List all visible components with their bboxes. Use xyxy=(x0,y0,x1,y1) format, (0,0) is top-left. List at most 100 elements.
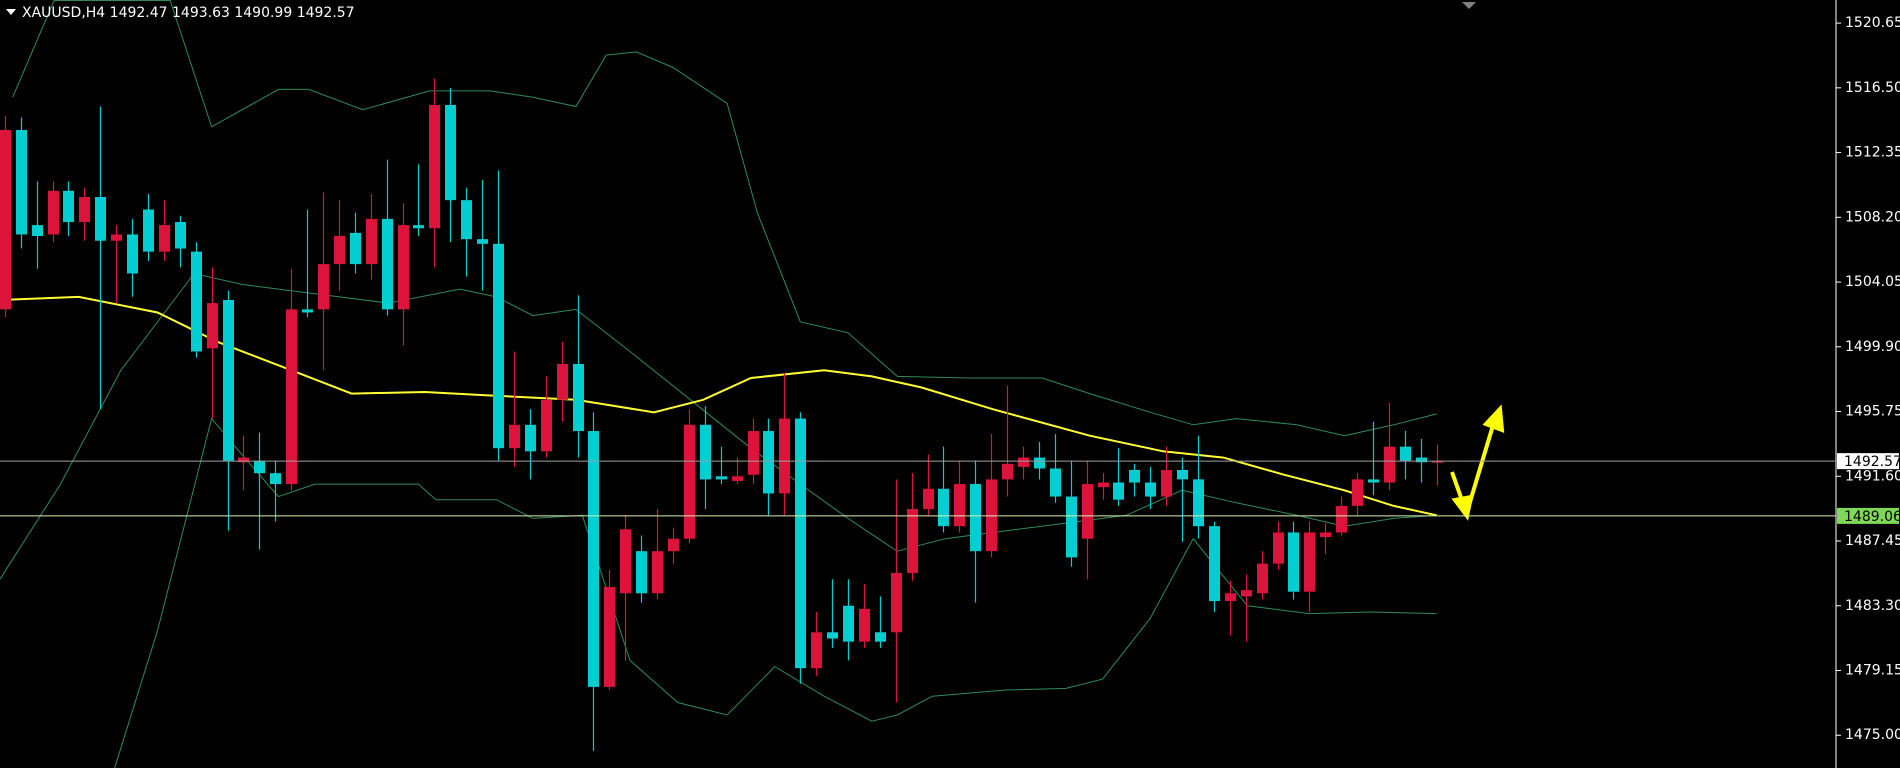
candle-body xyxy=(1018,457,1029,467)
candle-body xyxy=(763,431,774,494)
candle-body xyxy=(875,632,886,642)
candle-body xyxy=(334,236,345,265)
candle-body xyxy=(143,209,154,252)
candle-body xyxy=(954,484,965,527)
candle-body xyxy=(1113,482,1124,500)
candle-body xyxy=(175,221,186,249)
candle-body xyxy=(477,239,488,244)
candle-body xyxy=(970,484,981,552)
candle-body xyxy=(366,218,377,265)
candle-body xyxy=(700,424,711,480)
candle-body xyxy=(1336,505,1347,533)
candle-body xyxy=(1098,482,1109,488)
candle-body xyxy=(588,431,599,687)
y-tick-label: 1479.15 xyxy=(1845,662,1900,678)
y-tick-label: 1483.30 xyxy=(1845,598,1900,614)
candle-body xyxy=(1225,593,1236,602)
y-tick-label: 1491.60 xyxy=(1845,468,1900,484)
candle-body xyxy=(111,234,122,241)
candle-body xyxy=(652,551,663,594)
candle-body xyxy=(1352,479,1363,506)
candle-body xyxy=(573,363,584,432)
price-label-box xyxy=(1837,507,1899,524)
candle-body xyxy=(413,225,424,229)
indicator-line xyxy=(114,417,1437,768)
candle-body xyxy=(732,476,743,481)
candle-body xyxy=(223,299,234,461)
candle-body xyxy=(668,538,679,552)
candle-body xyxy=(63,190,74,222)
candle-body xyxy=(1066,496,1077,558)
indicator-line xyxy=(12,0,1437,437)
candle-body xyxy=(1257,563,1268,594)
candle-body xyxy=(1320,532,1331,538)
candle-body xyxy=(827,632,838,639)
candle-body xyxy=(1241,590,1252,597)
candle-body xyxy=(350,232,361,265)
arrow-head xyxy=(1482,404,1505,433)
candle-body xyxy=(95,197,106,241)
candle-body xyxy=(238,457,249,463)
candle-body xyxy=(382,218,393,310)
candle-body xyxy=(986,479,997,552)
candle-body xyxy=(748,431,759,475)
candle-body xyxy=(1209,526,1220,602)
candle-body xyxy=(1273,532,1284,564)
y-tick-label: 1520.65 xyxy=(1845,15,1900,31)
candle-body xyxy=(79,197,90,222)
candle-body xyxy=(1161,470,1172,497)
candle-body xyxy=(541,399,552,452)
candle-body xyxy=(32,225,43,237)
candle-body xyxy=(1145,482,1156,497)
y-tick-label: 1504.05 xyxy=(1845,274,1900,290)
candle-body xyxy=(907,509,918,573)
candle-body xyxy=(1193,479,1204,527)
candle-body xyxy=(716,476,727,480)
chart-title: XAUUSD,H4 1492.47 1493.63 1490.99 1492.5… xyxy=(22,5,355,21)
candle-body xyxy=(0,129,11,310)
candle-body xyxy=(1304,532,1315,592)
candle-body xyxy=(493,243,504,449)
candle-body xyxy=(843,605,854,642)
candle-body xyxy=(318,264,329,310)
candle-body xyxy=(923,488,934,510)
candle-body xyxy=(1432,461,1443,463)
candle-body xyxy=(509,424,520,449)
candle-body xyxy=(1082,484,1093,539)
price-label-box xyxy=(1837,453,1899,470)
candle-body xyxy=(159,225,170,252)
candle-body xyxy=(302,309,313,313)
candle-body xyxy=(48,190,59,235)
candle-body xyxy=(795,418,806,669)
candle-body xyxy=(938,488,949,527)
candle-body xyxy=(620,529,631,594)
candle-body xyxy=(127,234,138,274)
indicator-line xyxy=(0,295,1437,517)
candle-body xyxy=(891,572,902,633)
menu-triangle xyxy=(6,9,16,15)
y-tick-label: 1508.20 xyxy=(1845,209,1900,225)
candle-body xyxy=(207,303,218,349)
candle-body xyxy=(811,632,822,669)
candle-body xyxy=(429,104,440,229)
candle-body xyxy=(461,200,472,240)
candle-body xyxy=(779,418,790,494)
candle-body xyxy=(1002,463,1013,480)
y-tick-label: 1499.90 xyxy=(1845,339,1900,355)
y-tick-label: 1516.50 xyxy=(1845,80,1900,96)
price-label: 1489.06 xyxy=(1844,509,1900,525)
candle-body xyxy=(398,225,409,310)
candle-body xyxy=(445,104,456,201)
candle-body xyxy=(636,551,647,594)
candle-body xyxy=(1050,468,1061,497)
candle-body xyxy=(1177,470,1188,480)
candle-body xyxy=(1288,532,1299,592)
candle-body xyxy=(1034,457,1045,469)
y-tick-label: 1487.45 xyxy=(1845,533,1900,549)
price-label: 1492.57 xyxy=(1844,454,1900,470)
candle-body xyxy=(270,473,281,485)
candle-body xyxy=(191,251,202,352)
annotation-arrows xyxy=(1450,404,1505,521)
y-tick-label: 1475.00 xyxy=(1845,727,1900,743)
